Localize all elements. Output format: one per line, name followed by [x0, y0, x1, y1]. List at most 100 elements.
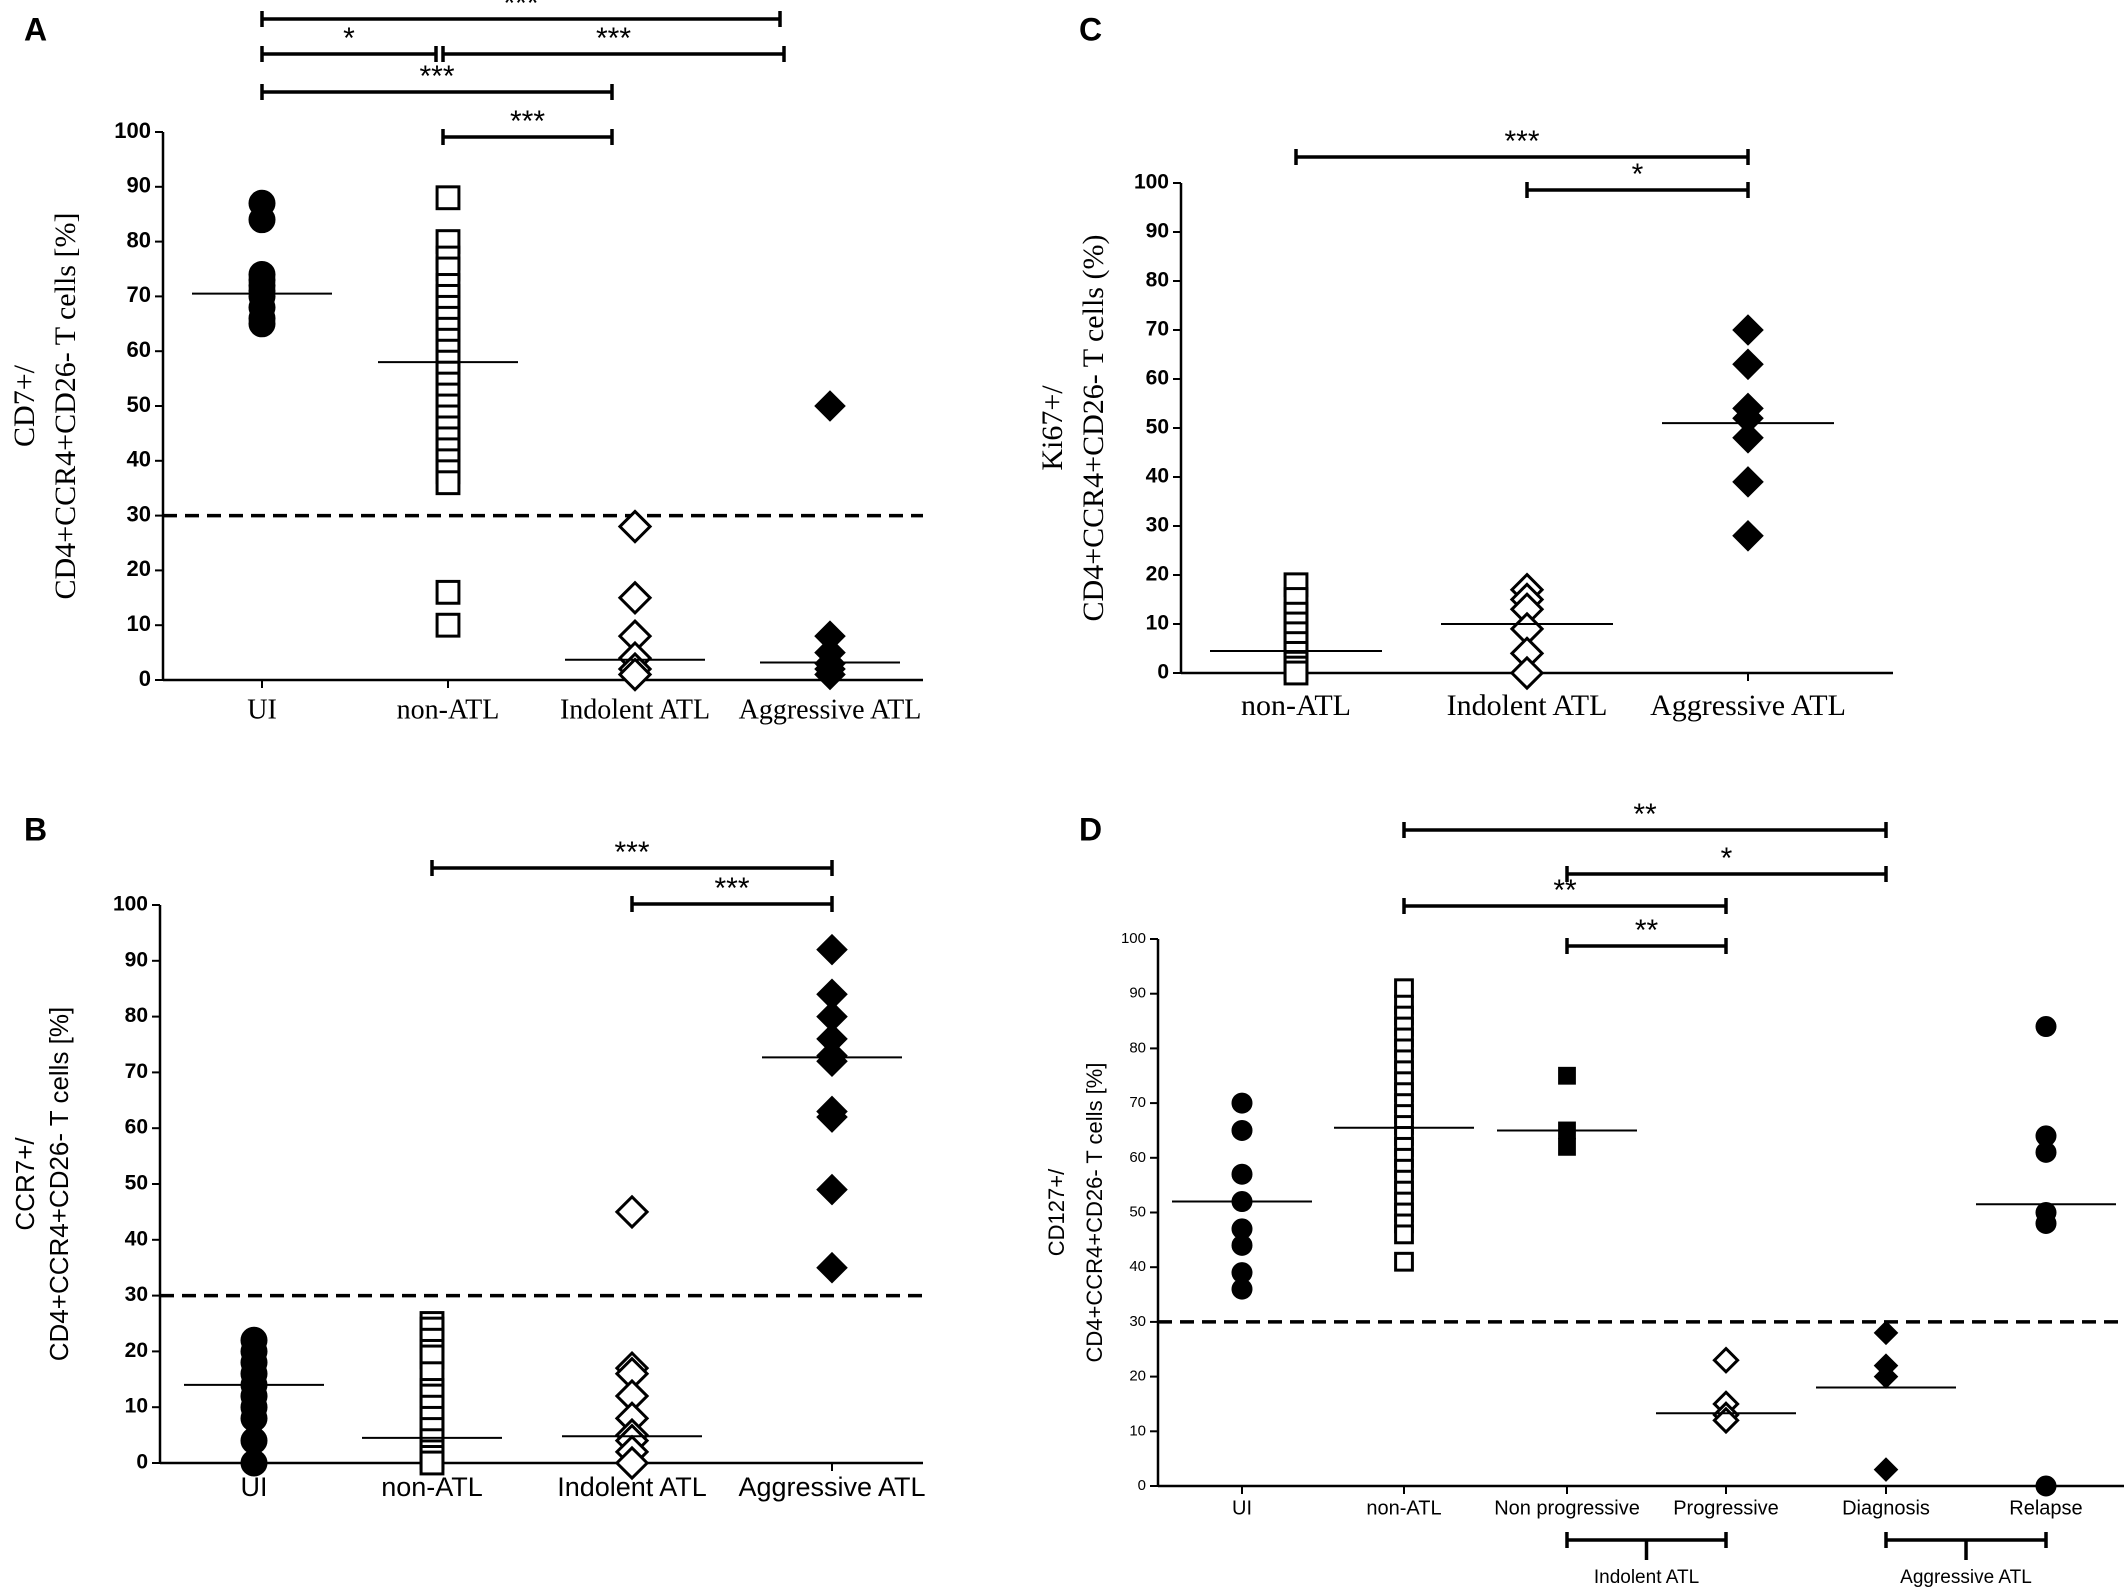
data-point	[1732, 422, 1764, 454]
y-tick-label: 50	[125, 1172, 148, 1195]
y-axis-label: CD4+CCR4+CD26- T cells [%]	[49, 213, 82, 600]
y-tick-label: 80	[1146, 269, 1169, 292]
data-point	[2035, 1141, 2057, 1163]
y-tick-label: 30	[127, 501, 151, 526]
group-label: Indolent ATL	[1594, 1567, 1699, 1588]
x-tick-label: Progressive	[1673, 1497, 1779, 1519]
data-point	[617, 657, 653, 692]
x-tick-label: non-ATL	[381, 1472, 483, 1502]
y-axis-label: CD4+CCR4+CD26- T cells [%]	[44, 1007, 74, 1362]
data-point	[614, 1194, 650, 1230]
panel-letter: B	[24, 811, 47, 847]
x-tick-label: Aggressive ATL	[739, 694, 922, 725]
x-tick-label: Indolent ATL	[1447, 689, 1608, 722]
significance-label: ***	[510, 105, 545, 138]
data-point	[240, 1449, 268, 1477]
data-point	[816, 1101, 848, 1133]
significance-label: ***	[614, 836, 649, 869]
y-tick-label: 100	[1121, 930, 1146, 947]
y-tick-label: 0	[1138, 1477, 1146, 1494]
significance-label: *	[343, 22, 355, 55]
x-tick-label: non-ATL	[1241, 689, 1351, 722]
data-point	[1231, 1119, 1253, 1141]
data-point	[1873, 1457, 1899, 1482]
x-tick-label: UI	[1232, 1497, 1252, 1519]
data-point	[816, 1173, 848, 1206]
x-tick-label: UI	[247, 694, 277, 725]
y-tick-label: 80	[1129, 1039, 1146, 1056]
significance-label: ***	[1504, 125, 1539, 158]
significance-label: **	[1633, 798, 1657, 831]
y-tick-label: 80	[125, 1004, 148, 1027]
significance-label: *	[1632, 158, 1644, 191]
y-tick-label: 60	[1129, 1149, 1146, 1166]
panel: C 0 10 20 30 40 50 60 70 80 90 100 Ki67+/CD4+CCR4+CD…	[1036, 11, 1893, 722]
data-point	[1283, 660, 1309, 686]
y-axis-label: Ki67+/	[1036, 385, 1069, 471]
data-point	[1732, 466, 1764, 498]
data-point	[1732, 520, 1764, 552]
data-point	[1394, 978, 1414, 999]
significance-label: ***	[596, 22, 631, 55]
y-tick-label: 0	[136, 1451, 148, 1474]
y-tick-label: 10	[1146, 612, 1169, 635]
data-point	[816, 1045, 848, 1078]
x-tick-label: Aggressive ATL	[1650, 689, 1846, 722]
data-point	[1558, 1137, 1576, 1156]
data-point	[617, 580, 653, 616]
data-point	[248, 206, 276, 234]
data-point	[814, 658, 846, 691]
data-point	[2035, 1475, 2057, 1497]
y-tick-label: 20	[1146, 563, 1169, 586]
y-tick-label: 10	[125, 1395, 148, 1418]
data-point	[435, 470, 461, 496]
data-point	[2035, 1212, 2057, 1234]
data-point	[2035, 1016, 2057, 1038]
x-tick-label: Relapse	[2009, 1497, 2082, 1519]
panel: B 0 10 20 30 40 50 60 70 80 90 100 CCR7+/CD4+CCR4+CD…	[10, 811, 926, 1502]
data-point	[1873, 1320, 1899, 1346]
y-tick-label: 60	[1146, 367, 1169, 390]
data-point	[419, 1450, 445, 1476]
data-point	[1558, 1066, 1576, 1085]
data-point	[1394, 1224, 1414, 1245]
y-tick-label: 30	[125, 1283, 148, 1306]
y-tick-label: 90	[125, 948, 148, 971]
y-tick-label: 70	[125, 1060, 148, 1083]
significance-label: **	[1635, 914, 1659, 947]
x-tick-label: Aggressive ATL	[738, 1472, 925, 1502]
y-tick-label: 20	[1129, 1368, 1146, 1385]
y-tick-label: 100	[114, 118, 151, 143]
data-point	[1231, 1092, 1253, 1114]
y-tick-label: 40	[1146, 465, 1169, 488]
y-tick-label: 10	[1129, 1422, 1146, 1439]
y-tick-label: 50	[127, 392, 151, 417]
data-point	[1231, 1234, 1253, 1256]
panel-letter: A	[24, 11, 47, 47]
data-point	[435, 579, 461, 605]
y-tick-label: 60	[127, 337, 151, 362]
y-tick-label: 30	[1129, 1313, 1146, 1330]
x-tick-label: Non progressive	[1494, 1497, 1640, 1519]
data-point	[816, 1251, 848, 1284]
group-label: Aggressive ATL	[1900, 1567, 2032, 1588]
significance-label: ***	[419, 60, 454, 93]
y-tick-label: 10	[127, 611, 151, 636]
data-point	[1231, 1163, 1253, 1185]
data-point	[1394, 1251, 1414, 1272]
x-tick-label: non-ATL	[397, 694, 500, 725]
data-point	[1732, 314, 1764, 346]
panel-letter: C	[1079, 11, 1102, 47]
y-tick-label: 70	[1129, 1094, 1146, 1111]
panel-letter: D	[1079, 811, 1102, 847]
x-tick-label: non-ATL	[1366, 1497, 1441, 1519]
panel: D 0 10 20 30 40 50 60 70 80 90 100 CD127+/ CD4+CCR4+C…	[1044, 798, 2124, 1588]
y-tick-label: 80	[127, 227, 151, 252]
y-tick-label: 40	[1129, 1258, 1146, 1275]
data-point	[435, 185, 461, 211]
y-axis-label: CD7+/	[8, 364, 41, 447]
panel: A 0 10 20 30 40 50 60 70 80 90 100 CD7+/CD4+CCR4+CD2…	[8, 0, 923, 725]
y-tick-label: 40	[127, 447, 151, 472]
